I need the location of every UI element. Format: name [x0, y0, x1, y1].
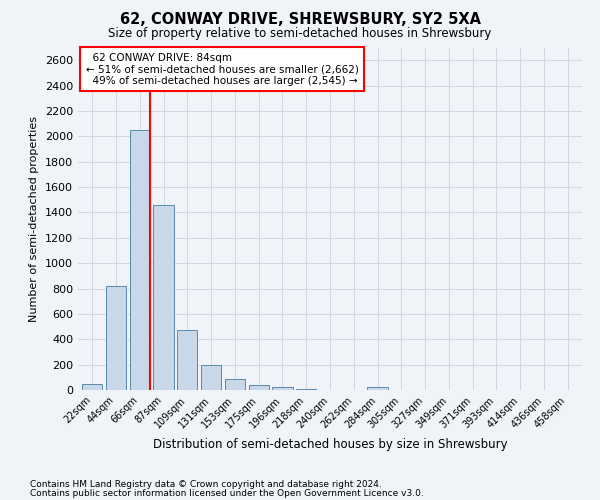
Text: Size of property relative to semi-detached houses in Shrewsbury: Size of property relative to semi-detach…	[109, 28, 491, 40]
Text: 62 CONWAY DRIVE: 84sqm
← 51% of semi-detached houses are smaller (2,662)
  49% o: 62 CONWAY DRIVE: 84sqm ← 51% of semi-det…	[86, 52, 358, 86]
Bar	[82, 384, 103, 390]
Bar	[367, 387, 388, 390]
Bar	[130, 130, 150, 390]
Text: Contains public sector information licensed under the Open Government Licence v3: Contains public sector information licen…	[30, 488, 424, 498]
Bar	[272, 388, 293, 390]
Bar	[225, 379, 245, 390]
Text: Contains HM Land Registry data © Crown copyright and database right 2024.: Contains HM Land Registry data © Crown c…	[30, 480, 382, 489]
Bar	[154, 205, 173, 390]
X-axis label: Distribution of semi-detached houses by size in Shrewsbury: Distribution of semi-detached houses by …	[152, 438, 508, 451]
Y-axis label: Number of semi-detached properties: Number of semi-detached properties	[29, 116, 40, 322]
Text: 62, CONWAY DRIVE, SHREWSBURY, SY2 5XA: 62, CONWAY DRIVE, SHREWSBURY, SY2 5XA	[119, 12, 481, 28]
Bar	[201, 366, 221, 390]
Bar	[248, 385, 269, 390]
Bar	[106, 286, 126, 390]
Bar	[177, 330, 197, 390]
